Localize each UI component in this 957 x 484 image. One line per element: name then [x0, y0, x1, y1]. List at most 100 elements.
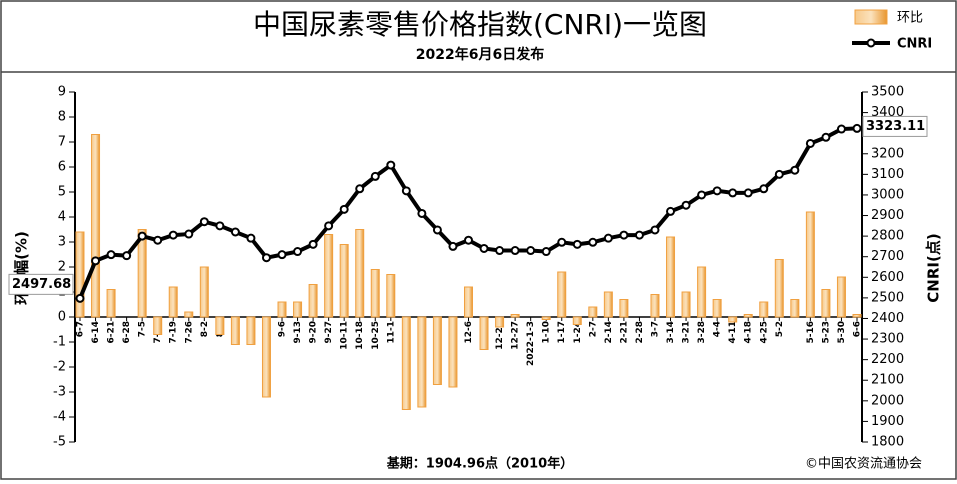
- x-tick-label: 6-14: [91, 321, 101, 344]
- x-tick-label: 3-7: [650, 321, 660, 337]
- bar: [464, 286, 473, 318]
- bar: [401, 316, 411, 410]
- bar: [774, 259, 784, 318]
- y2-tick-label: 2900: [871, 208, 904, 223]
- x-tick-label: 10-25: [371, 321, 381, 350]
- bar: [495, 316, 505, 328]
- line-marker: [774, 169, 784, 179]
- y2-tick-label: 3200: [871, 146, 904, 161]
- line-marker: [557, 237, 567, 247]
- line-marker: [153, 235, 163, 245]
- y2-tick-label: 3000: [871, 187, 904, 202]
- bar: [246, 316, 256, 345]
- bar: [168, 286, 178, 318]
- line-marker: [526, 246, 536, 256]
- y-tick-label: 0: [58, 310, 66, 325]
- bar: [370, 269, 380, 318]
- line-marker: [510, 246, 520, 256]
- bar: [541, 316, 551, 320]
- x-tick-label: 9-27: [324, 321, 334, 344]
- line-marker: [106, 250, 116, 260]
- y2-tick-label: 1800: [871, 435, 904, 450]
- bar: [666, 236, 676, 318]
- y2-tick-label: 3100: [871, 167, 904, 182]
- y2-tick-label: 2000: [871, 393, 904, 408]
- line-marker: [339, 204, 349, 214]
- bar: [697, 266, 707, 318]
- line-marker: [541, 247, 551, 257]
- line-marker: [572, 239, 582, 249]
- line-marker: [230, 227, 240, 237]
- y-tick-label: -2: [53, 360, 66, 375]
- y-tick-label: 7: [58, 135, 66, 150]
- bar: [557, 271, 567, 318]
- x-tick-label: 9-6: [278, 321, 288, 337]
- x-tick-label: 1-17: [557, 321, 567, 344]
- bar: [743, 314, 753, 318]
- bar: [681, 291, 691, 318]
- line-marker: [448, 241, 458, 251]
- line-marker: [821, 132, 831, 142]
- x-tick-label: 11-1: [386, 321, 396, 344]
- line-marker: [324, 221, 334, 231]
- legend-swatch: [866, 38, 876, 48]
- x-tick-label: 3-28: [697, 321, 707, 344]
- legend-swatch: [854, 9, 888, 25]
- value-label: 3323.11: [866, 119, 925, 134]
- y-tick-label: -3: [53, 385, 66, 400]
- line-marker: [122, 251, 132, 261]
- x-tick-label: 5-2: [775, 321, 785, 337]
- x-tick-label: 6-6: [853, 321, 863, 337]
- bar: [386, 274, 396, 318]
- x-tick-label: 3-21: [682, 321, 692, 344]
- bar: [448, 316, 458, 388]
- y-tick-label: -4: [53, 410, 66, 425]
- x-tick-label: 4-18: [744, 321, 754, 344]
- bar: [650, 294, 660, 318]
- y2-tick-label: 2300: [871, 332, 904, 347]
- bar: [293, 301, 303, 318]
- x-tick-label: 2-7: [588, 321, 598, 337]
- line-marker: [168, 230, 178, 240]
- x-tick-label: 12-27: [511, 321, 521, 350]
- y-tick-label: 6: [58, 160, 66, 175]
- y-tick-label: 8: [58, 110, 66, 125]
- y-tick-label: 5: [58, 185, 66, 200]
- y2-tick-label: 1900: [871, 414, 904, 429]
- line-marker: [75, 293, 85, 303]
- line-marker: [464, 235, 473, 245]
- y2-tick-label: 2500: [871, 290, 904, 305]
- x-tick-label: 7-5: [138, 321, 148, 337]
- bar: [106, 289, 116, 318]
- y-tick-label: -5: [53, 435, 66, 450]
- x-tick-label: 4-11: [728, 321, 738, 344]
- y2-tick-label: 2800: [871, 229, 904, 244]
- line-marker: [293, 247, 303, 257]
- source-note: ©中国农资流通协会: [805, 457, 922, 472]
- x-tick-label: 10-11: [340, 321, 350, 350]
- line-marker: [401, 186, 411, 196]
- y-tick-label: 3: [58, 235, 66, 250]
- line-marker: [277, 250, 287, 260]
- bar: [510, 314, 520, 318]
- y2-tick-label: 2600: [871, 270, 904, 285]
- y2-tick-label: 2400: [871, 311, 904, 326]
- bar: [805, 211, 815, 318]
- line-marker: [666, 206, 676, 216]
- y2-tick-label: 2100: [871, 373, 904, 388]
- bar: [479, 316, 489, 350]
- x-tick-label: 6-28: [122, 321, 132, 344]
- line-marker: [91, 256, 101, 266]
- line-marker: [495, 246, 505, 256]
- line-marker: [261, 253, 271, 263]
- bar: [821, 289, 831, 318]
- line-marker: [199, 217, 209, 227]
- line-marker: [634, 230, 644, 240]
- bar: [137, 229, 147, 318]
- legend-label: CNRI: [897, 37, 932, 52]
- bar: [572, 316, 582, 325]
- line-marker: [603, 233, 613, 243]
- bar: [199, 266, 209, 318]
- x-tick-label: 5-23: [821, 321, 831, 344]
